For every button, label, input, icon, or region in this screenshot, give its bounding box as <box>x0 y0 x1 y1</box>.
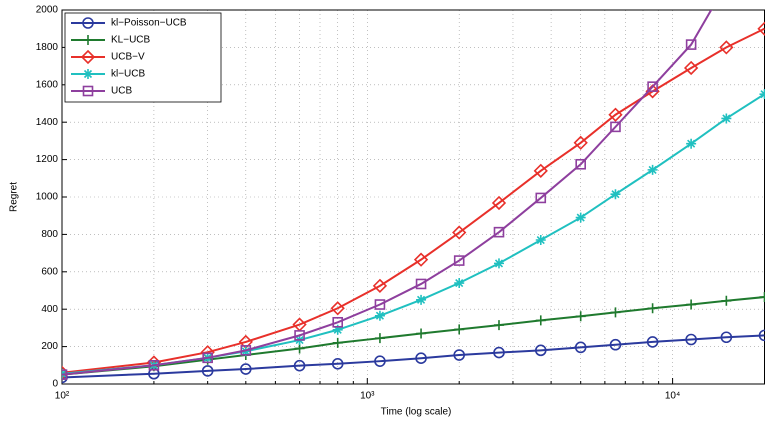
marker <box>148 359 160 371</box>
marker <box>574 341 587 354</box>
legend-label: UCB−V <box>111 52 145 63</box>
x-axis-label: Time (log scale) <box>381 407 452 418</box>
legend-label: KL−UCB <box>111 35 151 46</box>
marker <box>374 333 385 344</box>
y-tick-label: 200 <box>41 341 58 352</box>
marker <box>683 60 699 76</box>
marker <box>647 81 658 92</box>
marker <box>686 299 697 310</box>
legend-label: UCB <box>111 86 132 97</box>
marker <box>535 192 547 204</box>
marker <box>759 292 765 303</box>
marker <box>240 363 252 375</box>
marker <box>491 195 507 211</box>
marker <box>416 294 427 305</box>
marker <box>533 163 548 178</box>
marker <box>332 324 343 335</box>
marker <box>454 324 465 335</box>
marker <box>575 212 586 223</box>
marker <box>202 352 213 364</box>
marker <box>453 255 465 266</box>
marker <box>535 235 546 246</box>
marker <box>493 320 504 331</box>
marker <box>721 295 732 306</box>
marker <box>331 358 344 370</box>
y-tick-label: 1200 <box>36 154 59 165</box>
marker <box>720 331 733 344</box>
x-tick-label: 10² <box>55 391 70 402</box>
marker <box>646 336 659 348</box>
marker <box>374 310 385 321</box>
marker <box>685 333 697 346</box>
y-tick-label: 2000 <box>36 5 59 16</box>
marker <box>82 17 94 29</box>
marker <box>294 330 305 341</box>
marker <box>493 346 505 359</box>
marker <box>374 299 386 310</box>
marker <box>82 85 94 97</box>
marker <box>62 369 68 380</box>
x-tick-label: 10³ <box>360 391 375 402</box>
marker <box>535 315 546 326</box>
marker <box>452 225 467 240</box>
marker <box>719 40 734 55</box>
plot-area <box>62 10 765 384</box>
marker <box>293 359 306 372</box>
series-line <box>62 10 713 376</box>
y-tick-label: 600 <box>41 266 58 277</box>
marker <box>608 107 623 122</box>
marker <box>575 158 586 170</box>
marker <box>83 35 93 45</box>
series-line <box>62 93 765 375</box>
marker <box>416 328 427 339</box>
marker <box>610 189 621 200</box>
marker <box>647 164 658 175</box>
y-tick-label: 1800 <box>36 42 59 53</box>
y-tick-label: 1400 <box>36 117 59 128</box>
marker <box>413 252 429 267</box>
marker <box>534 344 547 357</box>
marker <box>453 349 466 361</box>
marker <box>573 135 588 150</box>
y-tick-label: 1000 <box>36 192 59 203</box>
marker <box>415 352 427 364</box>
marker <box>330 301 345 316</box>
marker <box>647 303 658 314</box>
marker <box>240 345 252 356</box>
y-tick-label: 400 <box>41 304 58 315</box>
y-tick-label: 800 <box>41 229 58 240</box>
y-tick-label: 1600 <box>36 79 59 90</box>
marker <box>609 338 622 351</box>
marker <box>493 226 505 238</box>
marker <box>201 365 214 377</box>
marker <box>294 343 305 354</box>
marker <box>610 121 621 133</box>
x-tick-label: 10⁴ <box>665 391 680 402</box>
series-line <box>62 334 765 379</box>
marker <box>415 278 427 290</box>
marker <box>332 337 343 348</box>
marker <box>454 278 465 289</box>
legend-label: kl−UCB <box>111 69 146 80</box>
marker <box>80 49 96 65</box>
marker <box>83 69 93 79</box>
marker <box>493 258 504 269</box>
legend-label: kl−Poisson−UCB <box>111 18 187 29</box>
marker <box>332 316 344 328</box>
marker <box>721 113 732 124</box>
marker <box>575 311 586 322</box>
series-line <box>62 27 765 374</box>
marker <box>374 355 386 367</box>
y-axis-label: Regret <box>9 182 20 212</box>
y-tick-label: 0 <box>52 379 58 390</box>
marker <box>685 39 697 50</box>
marker <box>372 278 388 293</box>
marker <box>610 307 621 318</box>
marker <box>686 138 697 149</box>
